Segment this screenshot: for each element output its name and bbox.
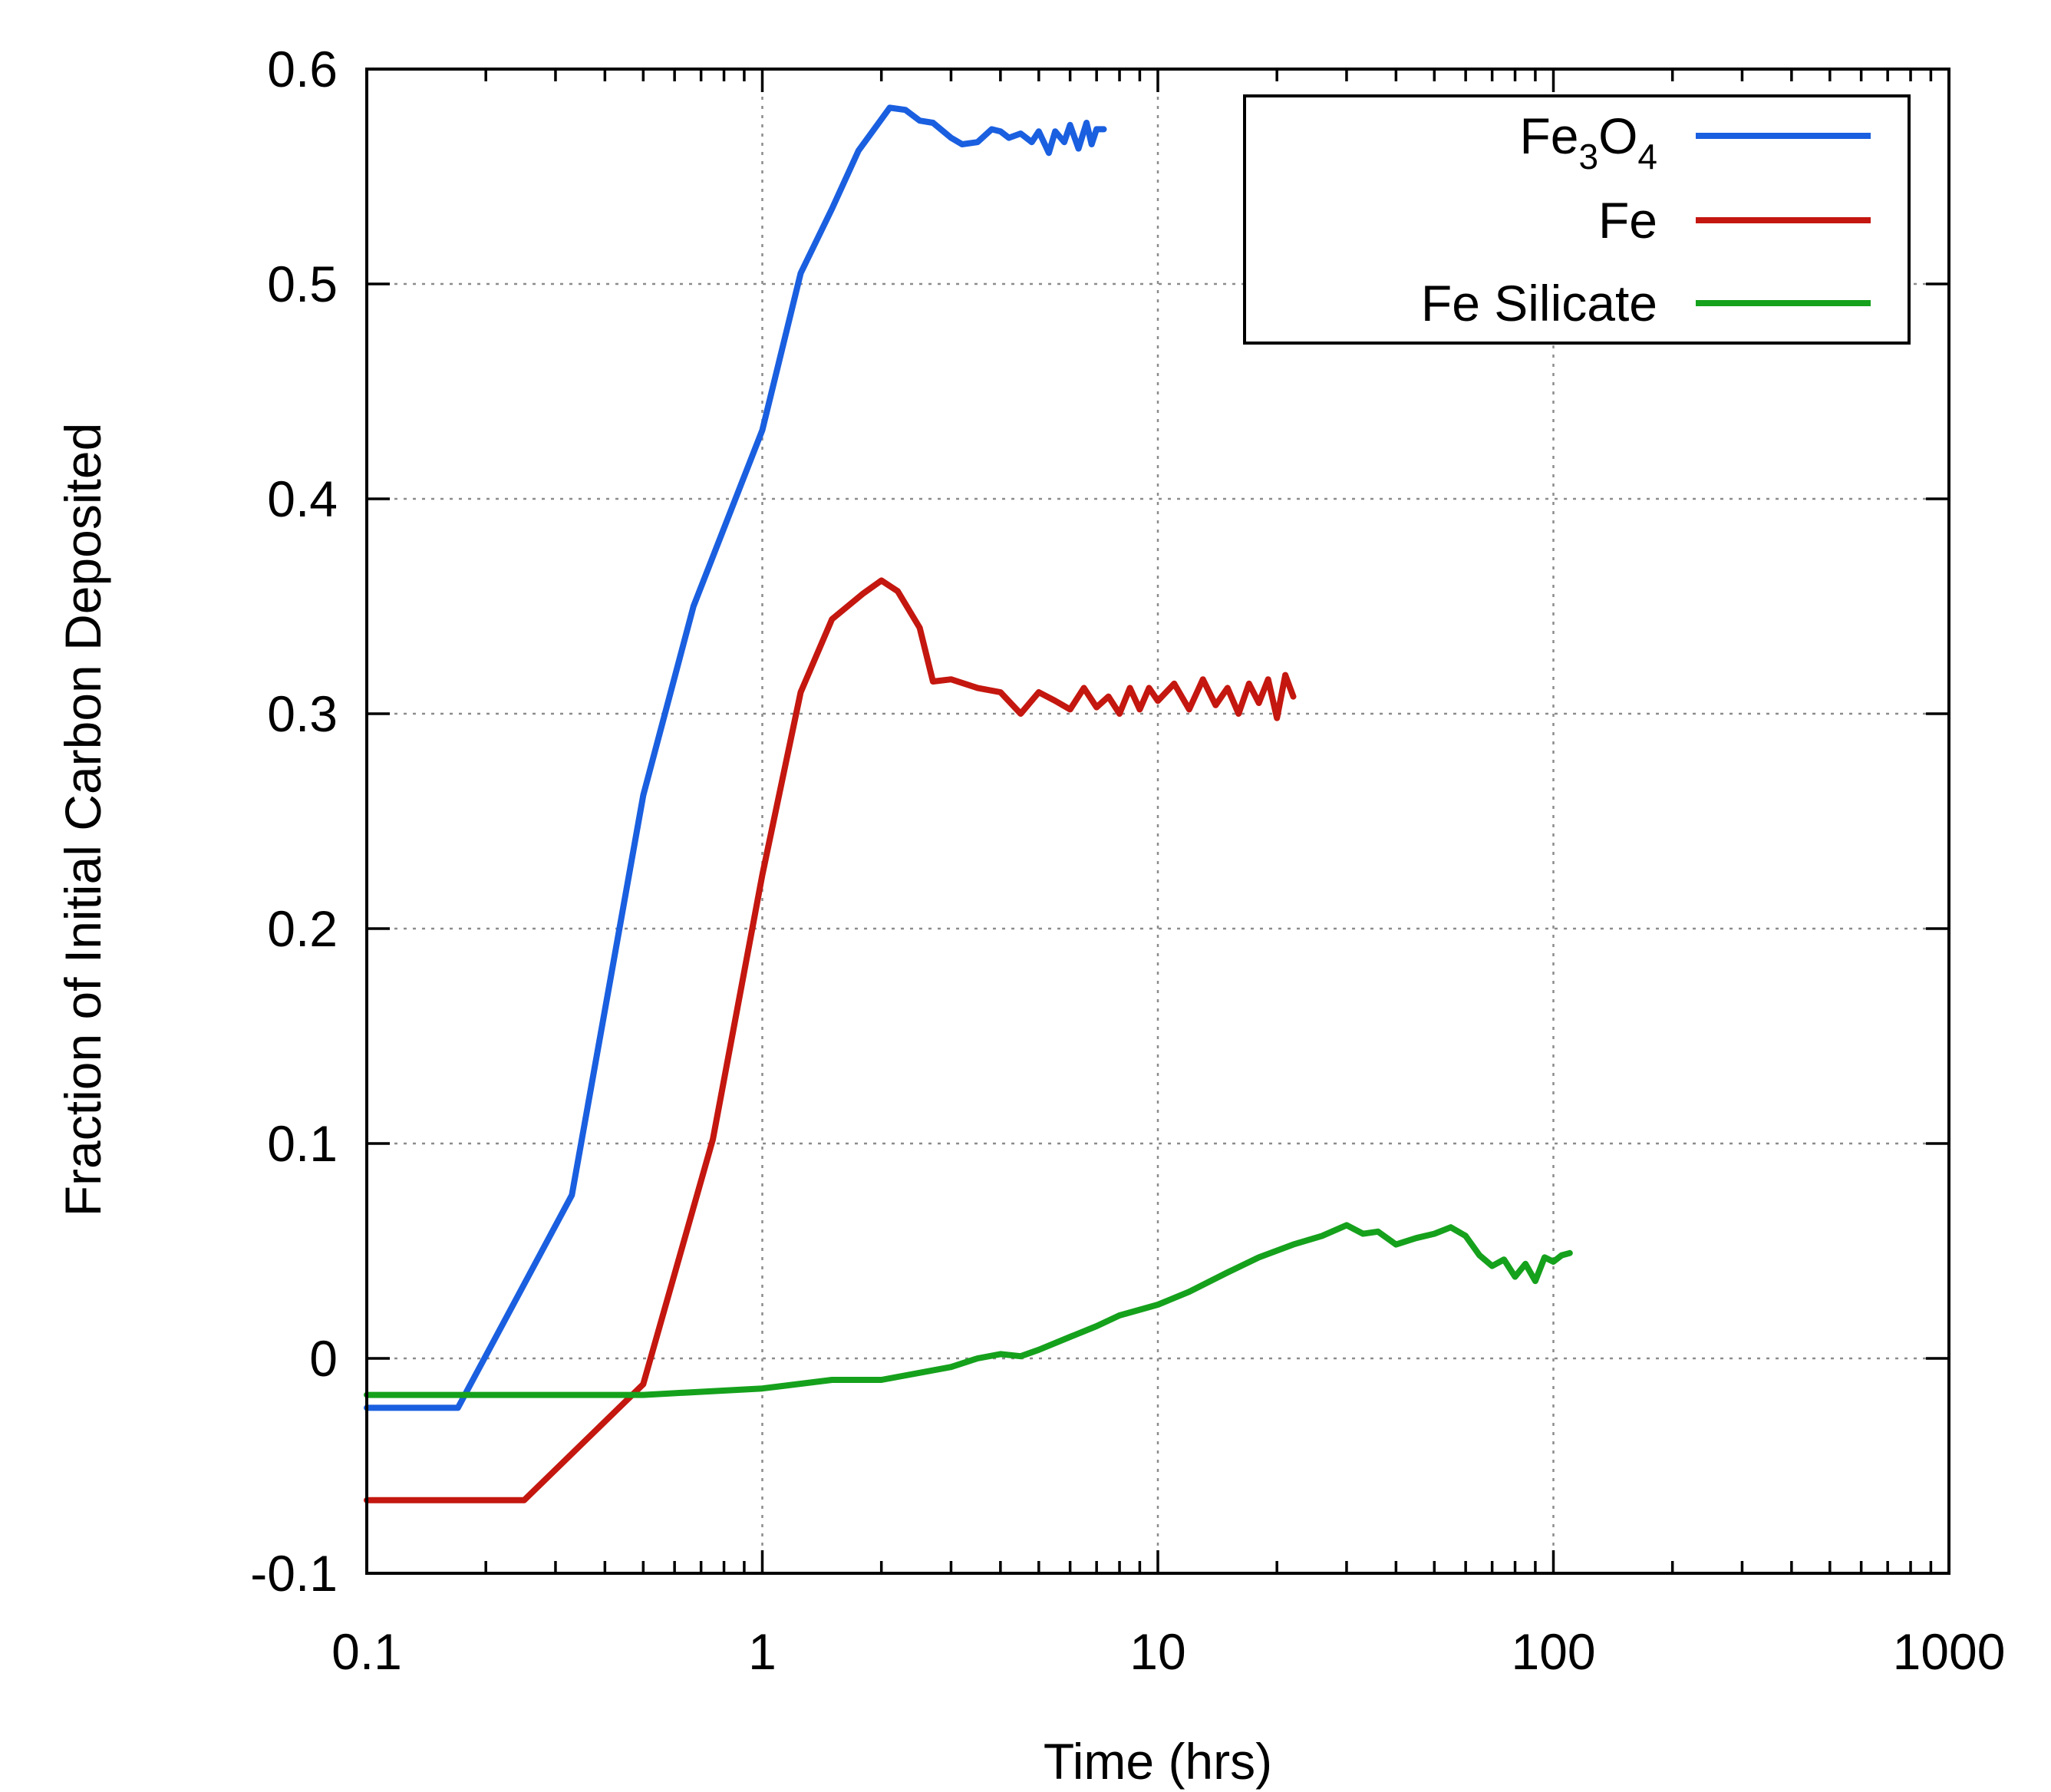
x-tick-label: 0.1 <box>331 1623 402 1680</box>
legend-fe3o4-mid: O <box>1598 107 1637 164</box>
plot-frame <box>365 68 1950 1575</box>
x-axis-title: Time (hrs) <box>1044 1733 1272 1790</box>
x-tick-label: 1000 <box>1893 1623 2006 1680</box>
y-tick-label: 0.5 <box>267 256 338 312</box>
y-tick-labels: -0.1 0 0.1 0.2 0.3 0.4 0.5 0.6 <box>250 41 338 1602</box>
x-tick-label: 1 <box>748 1623 777 1680</box>
x-tick-label: 100 <box>1511 1623 1595 1680</box>
legend-label-fe3o4: Fe3O4 <box>1519 107 1657 177</box>
y-tick-label: 0.6 <box>267 41 338 97</box>
y-tick-label: 0.4 <box>267 470 338 527</box>
x-tick-label: 10 <box>1129 1623 1185 1680</box>
y-tick-label: 0.1 <box>267 1115 338 1172</box>
legend-label-fe-silicate: Fe Silicate <box>1421 275 1657 332</box>
legend-fe3o4-sub2: 4 <box>1637 137 1657 177</box>
legend-label-fe: Fe <box>1598 192 1657 249</box>
legend-fe3o4-sub1: 3 <box>1578 137 1598 177</box>
series-line-fe <box>364 577 1297 1503</box>
legend: Fe3O4 Fe Fe Silicate <box>1243 94 1911 345</box>
y-tick-label: 0.3 <box>267 685 338 742</box>
legend-fe3o4-base: Fe <box>1519 107 1578 164</box>
y-tick-label: 0.2 <box>267 900 338 957</box>
y-axis-title: Fraction of Initial Carbon Deposited <box>54 423 111 1217</box>
series-lines <box>364 104 1573 1503</box>
series-line-fe3o4 <box>364 104 1107 1411</box>
y-tick-label: -0.1 <box>250 1545 338 1602</box>
y-tick-label: 0 <box>309 1330 338 1387</box>
series-line-fe-silicate <box>364 1222 1573 1398</box>
x-tick-labels: 0.1 1 10 100 1000 <box>331 1623 2005 1680</box>
